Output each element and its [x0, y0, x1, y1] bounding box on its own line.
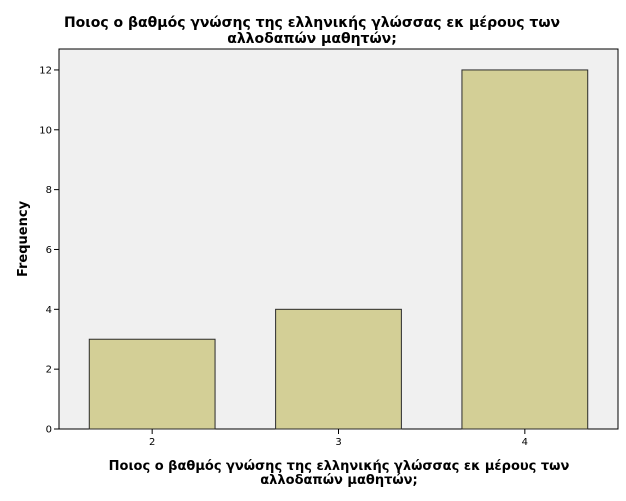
x-axis-label-line-2: αλλοδαπών μαθητών;	[260, 473, 417, 488]
y-tick-label: 10	[39, 125, 52, 136]
y-tick-label: 2	[46, 365, 52, 376]
y-axis-label: Frequency	[16, 200, 31, 277]
bar-4	[461, 69, 589, 430]
y-axis-ticks: 0 2 4 6 8 10 12	[39, 65, 59, 436]
y-tick-label: 0	[46, 425, 52, 436]
y-tick-label: 8	[46, 185, 52, 196]
bar-3	[275, 308, 402, 430]
y-tick-label: 4	[46, 305, 52, 316]
x-tick-label: 3	[335, 437, 341, 448]
chart-title-line-1: Ποιος ο βαθμός γνώσης της ελληνικής γλώσ…	[64, 15, 560, 31]
chart-title-line-2: αλλοδαπών μαθητών;	[227, 31, 397, 47]
x-tick-label: 2	[149, 437, 155, 448]
y-tick-label: 12	[39, 65, 52, 76]
x-axis-label-line-1: Ποιος ο βαθμός γνώσης της ελληνικής γλώσ…	[109, 459, 570, 474]
x-tick-label: 4	[522, 437, 528, 448]
x-axis-ticks: 2 3 4	[149, 429, 528, 448]
y-tick-label: 6	[46, 245, 52, 256]
bars	[88, 69, 589, 430]
bar-2	[88, 338, 216, 430]
